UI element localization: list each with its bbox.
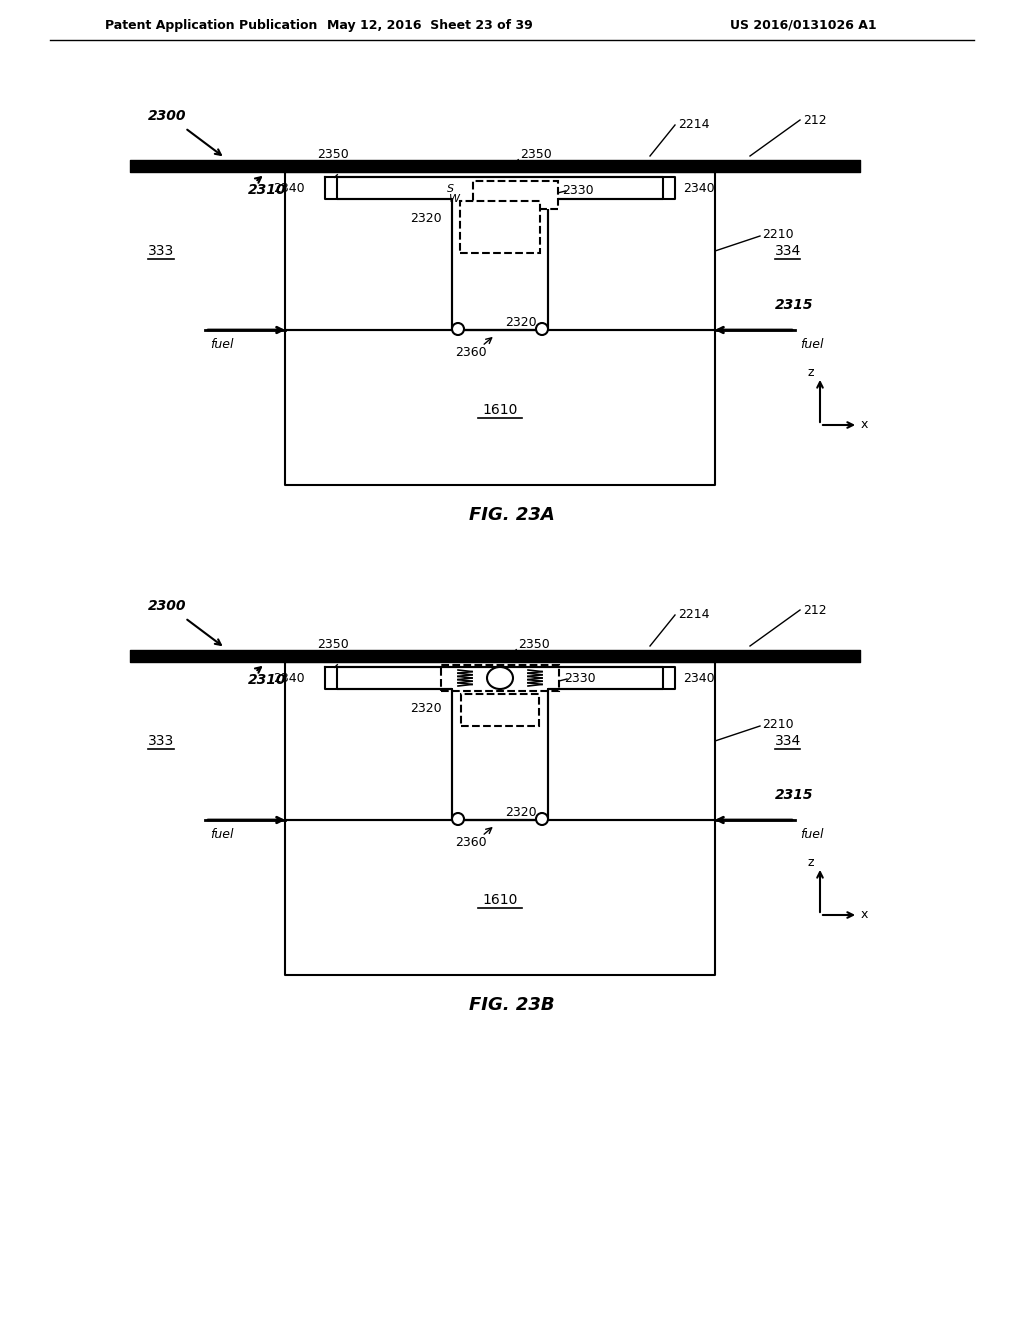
Text: 334: 334 (775, 244, 801, 257)
Text: fuel: fuel (210, 828, 233, 841)
Text: 2360: 2360 (455, 346, 486, 359)
Text: 2350: 2350 (520, 149, 552, 161)
Text: 2315: 2315 (775, 788, 813, 803)
Text: 2340: 2340 (273, 181, 304, 194)
Circle shape (452, 323, 464, 335)
Ellipse shape (487, 667, 513, 689)
Text: 212: 212 (803, 603, 826, 616)
Text: 334: 334 (775, 734, 801, 748)
Text: 2300: 2300 (148, 110, 186, 123)
FancyBboxPatch shape (460, 201, 540, 253)
Text: 212: 212 (803, 114, 826, 127)
Text: fuel: fuel (800, 338, 823, 351)
Text: 1610: 1610 (482, 403, 518, 417)
Circle shape (536, 813, 548, 825)
Text: 2320: 2320 (410, 213, 441, 226)
Text: 2350: 2350 (317, 639, 349, 652)
Text: 2350: 2350 (518, 639, 550, 652)
Circle shape (452, 813, 464, 825)
Text: 2310: 2310 (248, 183, 287, 197)
Text: 2214: 2214 (678, 607, 710, 620)
Text: 1610: 1610 (482, 894, 518, 907)
Text: 2350: 2350 (317, 149, 349, 161)
Text: 333: 333 (148, 244, 174, 257)
Text: fuel: fuel (800, 828, 823, 841)
Text: W: W (449, 194, 460, 205)
FancyBboxPatch shape (472, 181, 557, 209)
Text: S: S (484, 232, 492, 242)
Text: S: S (446, 183, 454, 194)
Text: fuel: fuel (210, 338, 233, 351)
Text: 2214: 2214 (678, 117, 710, 131)
Text: May 12, 2016  Sheet 23 of 39: May 12, 2016 Sheet 23 of 39 (327, 18, 532, 32)
Text: 2360: 2360 (455, 836, 486, 849)
Text: z: z (808, 367, 814, 380)
Text: 2320: 2320 (505, 805, 537, 818)
Text: FIG. 23A: FIG. 23A (469, 506, 555, 524)
Circle shape (536, 323, 548, 335)
Text: x: x (861, 908, 868, 921)
Text: N: N (483, 213, 493, 222)
Text: FIG. 23B: FIG. 23B (469, 997, 555, 1014)
Text: 333: 333 (148, 734, 174, 748)
Text: 2310: 2310 (248, 673, 287, 686)
Text: 2340: 2340 (273, 672, 304, 685)
Text: 2210: 2210 (762, 228, 794, 242)
Text: 2340: 2340 (683, 672, 715, 685)
Text: US 2016/0131026 A1: US 2016/0131026 A1 (730, 18, 877, 32)
Text: x: x (861, 418, 868, 432)
Text: 2320: 2320 (505, 315, 537, 329)
Text: Patent Application Publication: Patent Application Publication (105, 18, 317, 32)
Text: 2300: 2300 (148, 599, 186, 612)
Text: z: z (808, 857, 814, 870)
Text: 2315: 2315 (775, 298, 813, 312)
Text: 2320: 2320 (410, 702, 441, 715)
Text: 2210: 2210 (762, 718, 794, 731)
Text: 2330: 2330 (564, 672, 596, 685)
Text: 2330: 2330 (562, 185, 594, 198)
Text: 2340: 2340 (683, 181, 715, 194)
